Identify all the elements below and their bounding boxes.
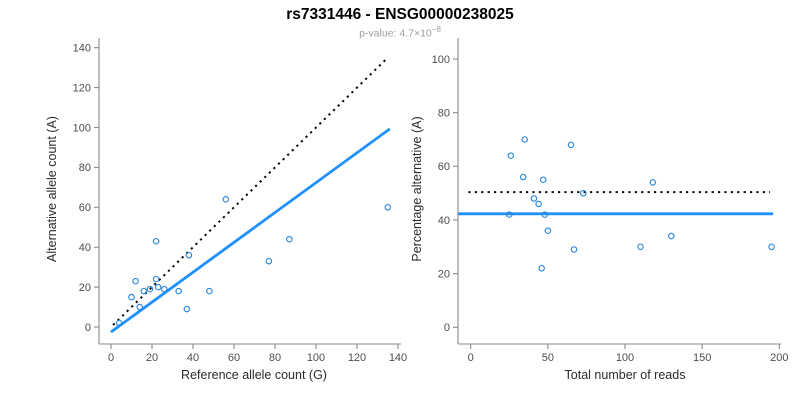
data-point [384, 204, 392, 211]
data-point [521, 136, 528, 143]
x-tick-label: 80 [269, 352, 281, 364]
data-point [128, 293, 135, 301]
y-tick-label: 60 [438, 161, 450, 173]
x-tick-label: 100 [616, 352, 634, 364]
data-point [535, 200, 542, 208]
y-tick-label: 40 [438, 215, 450, 227]
data-point [146, 285, 154, 293]
data-point [140, 287, 148, 295]
x-tick-label: 20 [146, 352, 158, 364]
data-point [637, 243, 644, 251]
data-point [161, 285, 168, 293]
data-point [175, 287, 182, 295]
data-point [183, 305, 191, 313]
y-tick-label: 80 [438, 107, 450, 119]
fit-line [110, 127, 391, 334]
x-tick-label: 200 [770, 352, 788, 364]
y-tick-label: 20 [79, 282, 91, 294]
data-point [132, 277, 139, 285]
y-tick-label: 100 [432, 54, 450, 66]
data-point [519, 173, 527, 181]
y-tick-label: 0 [444, 322, 450, 334]
data-point [185, 251, 193, 259]
y-tick-label: 60 [79, 202, 91, 214]
data-point [668, 232, 675, 240]
y-tick-label: 40 [79, 242, 91, 254]
y-axis-label: Percentage alternative (A) [410, 116, 424, 261]
data-point [580, 189, 587, 197]
x-tick-label: 150 [693, 352, 711, 364]
data-point [539, 176, 547, 184]
data-point [570, 246, 578, 253]
x-tick-label: 140 [389, 352, 407, 364]
data-point [152, 275, 160, 283]
y-tick-label: 100 [73, 122, 91, 134]
y-tick-label: 20 [438, 268, 450, 280]
x-tick-label: 50 [542, 352, 554, 364]
y-tick-label: 140 [73, 43, 91, 55]
data-point [265, 257, 273, 265]
data-point [206, 287, 213, 295]
identity-line [112, 56, 389, 326]
y-tick-label: 80 [79, 162, 91, 174]
x-tick-label: 40 [187, 352, 199, 364]
data-point [538, 264, 545, 272]
y-tick-label: 0 [85, 322, 91, 334]
plot-reads-vs-percentage: 0 50 100 150 200 0 20 40 60 80 100 Total number of … [410, 38, 788, 382]
x-tick-label: 120 [348, 352, 366, 364]
data-point [154, 283, 162, 291]
figure-pvalue-subtitle: p-value: 4.7×10−8 [0, 25, 800, 40]
data-point [544, 227, 552, 234]
x-tick-label: 60 [228, 352, 240, 364]
pvalue-text: p-value: 4.7×10 [359, 27, 432, 40]
plot-ref-vs-alt-count: 0 20 40 60 80 100 120 140 0 20 40 60 80 100 120 140 Refe… [45, 38, 407, 382]
data-point [222, 196, 230, 203]
data-point [541, 211, 549, 218]
data-point [649, 179, 657, 186]
x-tick-label: 0 [468, 352, 474, 364]
data-point [115, 319, 123, 327]
data-point [507, 152, 515, 159]
y-axis-label: Alternative allele count (A) [45, 116, 59, 262]
x-axis-label: Total number of reads [565, 368, 686, 382]
pvalue-exponent: −8 [431, 25, 441, 34]
data-point [152, 237, 160, 245]
data-point [768, 243, 775, 251]
figure-title: rs7331446 - ENSG00000238025 [286, 6, 514, 23]
data-point [530, 195, 538, 202]
y-tick-label: 120 [73, 82, 91, 94]
data-point [505, 211, 513, 218]
x-tick-label: 0 [108, 352, 114, 364]
x-axis-label: Reference allele count (G) [181, 368, 327, 382]
data-point [286, 235, 293, 243]
data-point [567, 141, 575, 149]
x-tick-label: 100 [307, 352, 325, 364]
data-point [136, 303, 143, 311]
